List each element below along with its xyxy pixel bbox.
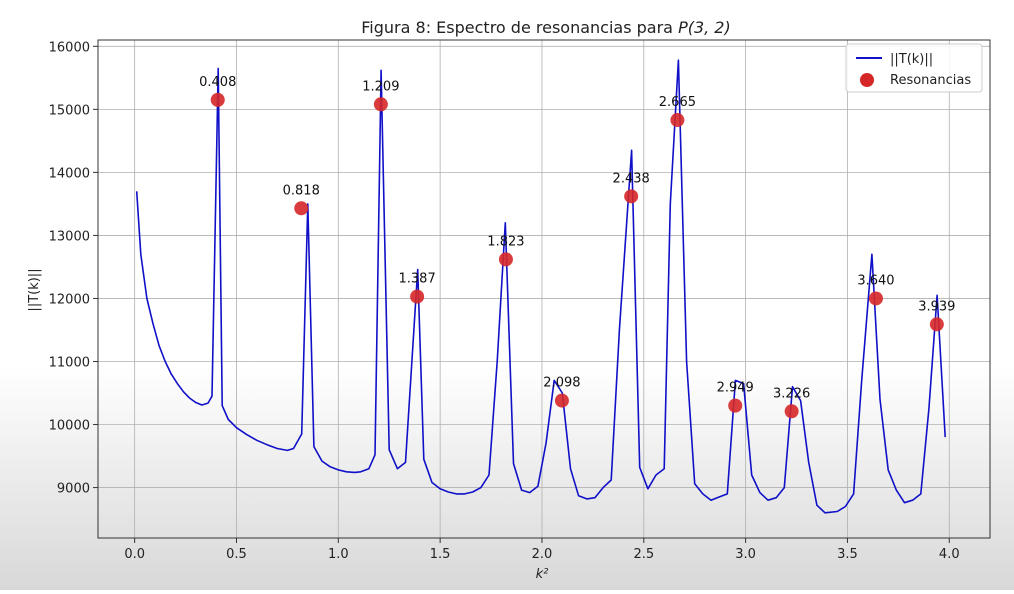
series-line-group: [135, 59, 946, 514]
resonance-point: [294, 201, 309, 216]
x-tick-label: 2.5: [633, 547, 654, 562]
chart-title-math: P(3, 2): [678, 18, 731, 37]
resonance-label: 2.949: [717, 381, 754, 396]
resonance-label: 2.665: [659, 95, 696, 110]
resonance-point: [728, 398, 743, 413]
resonance-label: 1.209: [362, 79, 399, 94]
resonance-annotations: 0.408 0.818 1.209 1.387 1.823 2.098 2.438 2.665…: [199, 75, 955, 401]
grid-lines: [98, 40, 990, 538]
resonance-point: [498, 252, 513, 267]
x-tick-label: 4.0: [939, 547, 960, 562]
resonance-markers: [210, 92, 944, 419]
resonance-label: 1.823: [487, 234, 524, 249]
resonance-point: [784, 404, 799, 419]
resonance-label: 3.226: [773, 386, 810, 401]
y-tick-label: 10000: [49, 419, 90, 434]
y-tick-label: 15000: [49, 103, 90, 118]
x-tick-label: 0.5: [226, 547, 247, 562]
resonance-point: [929, 317, 944, 332]
x-tick-label: 3.5: [837, 547, 858, 562]
resonance-label: 2.438: [613, 171, 650, 186]
y-tick-label: 16000: [49, 40, 90, 55]
y-axis-label: ||T(k)||: [27, 268, 42, 311]
plot-axes: [93, 39, 991, 543]
y-tick-labels: 9000 10000 11000 12000 13000 14000 15000 16000: [49, 40, 90, 496]
legend-marker-swatch: [860, 73, 874, 87]
y-tick-label: 14000: [49, 166, 90, 181]
chart-title: Figura 8: Espectro de resonancias para P…: [361, 18, 730, 37]
resonance-point: [373, 97, 388, 112]
chart-title-prefix: Figura 8: Espectro de resonancias para: [361, 18, 678, 37]
resonance-point: [410, 289, 425, 304]
resonance-label: 3.640: [857, 273, 894, 288]
y-tick-label: 12000: [49, 292, 90, 307]
y-tick-label: 9000: [57, 482, 90, 497]
legend-marker-label: Resonancias: [890, 73, 971, 88]
resonance-point: [554, 393, 569, 408]
x-tick-labels: 0.0 0.5 1.0 1.5 2.0 2.5 3.0 3.5 4.0: [124, 547, 959, 562]
resonance-label: 1.387: [399, 272, 436, 287]
x-tick-label: 3.0: [735, 547, 756, 562]
resonance-point: [210, 92, 225, 107]
x-tick-label: 1.0: [328, 547, 349, 562]
resonance-point: [868, 291, 883, 306]
plot-frame: [97, 39, 991, 539]
norm-t-line: [135, 59, 946, 514]
x-tick-label: 2.0: [532, 547, 553, 562]
resonance-label: 3.939: [918, 299, 955, 314]
x-tick-label: 0.0: [124, 547, 145, 562]
y-tick-label: 11000: [49, 355, 90, 370]
legend-box: [845, 43, 983, 93]
x-axis-label: k²: [536, 567, 549, 582]
resonance-point: [670, 113, 685, 128]
resonance-label: 2.098: [543, 376, 580, 391]
chart-legend: ||T(k)|| Resonancias: [845, 43, 983, 93]
legend-line-label: ||T(k)||: [890, 52, 933, 67]
resonance-point: [624, 189, 639, 204]
resonance-label: 0.818: [283, 183, 320, 198]
y-tick-label: 13000: [49, 229, 90, 244]
x-tick-label: 1.5: [430, 547, 451, 562]
resonance-label: 0.408: [199, 75, 236, 90]
